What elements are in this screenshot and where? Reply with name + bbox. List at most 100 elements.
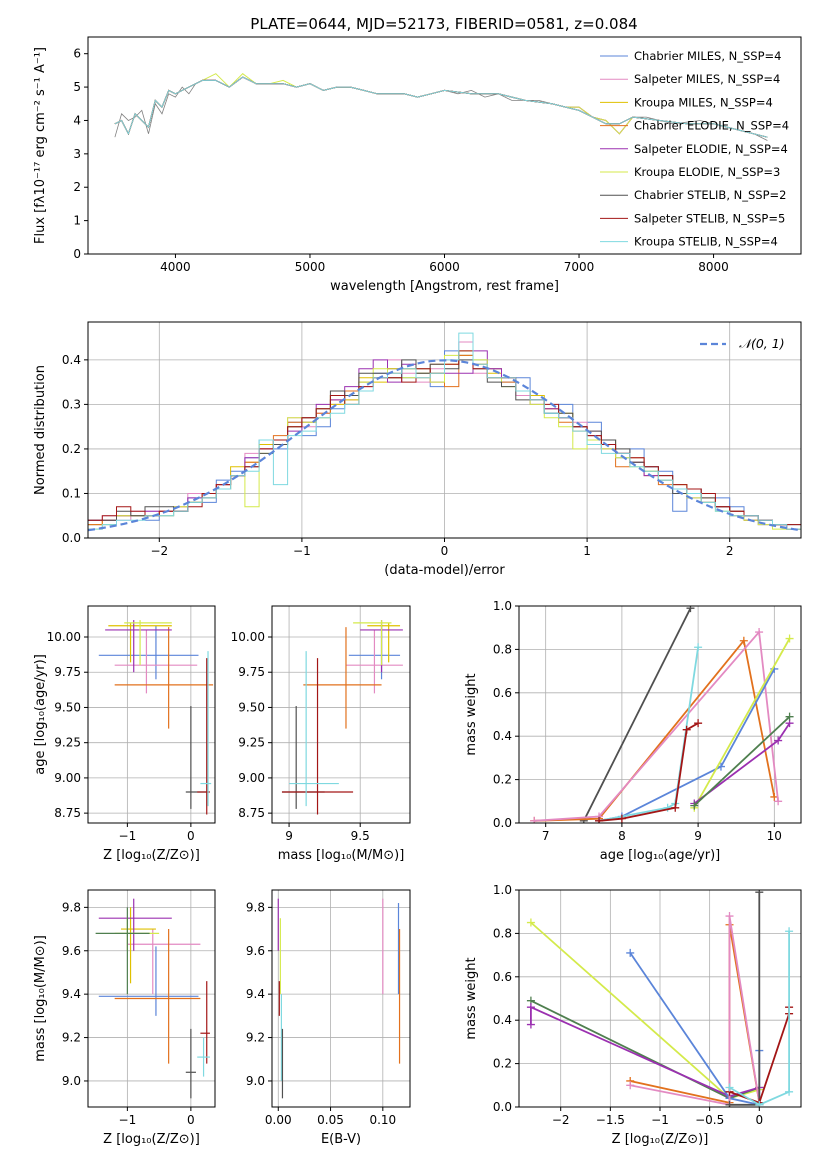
x-tick-label: 0: [755, 1113, 763, 1127]
y-tick-label: 8.75: [54, 806, 81, 820]
plot-area: [95, 898, 210, 1099]
plus-marker: [530, 816, 539, 823]
model-line: [114, 76, 768, 138]
axes-frame: [87, 605, 216, 824]
y-tick-label: 3: [73, 147, 81, 161]
plot-area: [526, 890, 794, 1107]
weight-series: [626, 920, 764, 1107]
x-tick-label: −2: [150, 544, 168, 558]
plot-area: [88, 332, 801, 532]
axes-frame: [271, 889, 411, 1108]
plus-marker: [595, 816, 604, 823]
mass-vs-metallicity-panel: −1 0 9.0 9.2 9.4 9.6 9.8 Z [log₁₀(Z/Z⊙)] mass [l…: [33, 889, 216, 1147]
legend-entry: Kroupa MILES, N_SSP=4: [634, 95, 773, 109]
legend-entry: Kroupa ELODIE, N_SSP=3: [634, 165, 780, 179]
plus-marker: [739, 636, 748, 645]
x-axis-label: mass [log₁₀(M/M⊙)]: [278, 848, 405, 863]
tick-labels: −1 0 9.0 9.2 9.4 9.6 9.8: [62, 900, 195, 1127]
plot-area: [98, 620, 214, 815]
grid-lines: [88, 606, 215, 823]
plus-marker: [755, 890, 764, 897]
y-tick-label: 9.50: [54, 700, 81, 714]
x-tick-label: −2: [552, 1113, 570, 1127]
errorbar: [367, 622, 401, 663]
y-tick-label: 9.0: [62, 1074, 81, 1088]
plot-area: [114, 73, 768, 141]
x-tick-label: −1: [119, 1113, 137, 1127]
tick-labels: 4000 5000 6000 7000 8000 0 1 2 3 4 5 6: [73, 47, 728, 274]
tick-labels: 0.00 0.05 0.10 9.0 9.2 9.4 9.6 9.8: [246, 900, 396, 1127]
legend-entry: Kroupa STELIB, N_SSP=4: [634, 235, 778, 249]
errorbar: [281, 706, 325, 809]
errorbar: [281, 658, 354, 815]
weight-line: [530, 921, 760, 1100]
y-tick-label: 0.1: [62, 486, 81, 500]
x-tick-label: 4000: [160, 260, 191, 274]
axes-frame: [271, 605, 411, 824]
x-axis-label: (data-model)/error: [384, 563, 505, 578]
y-tick-label: 0.0: [62, 531, 81, 545]
y-tick-label: 0.4: [493, 729, 512, 743]
x-tick-label: 7: [542, 829, 550, 843]
y-axis-label: mass weight: [464, 957, 479, 1039]
weight-series: [526, 918, 764, 1103]
legend: Chabrier MILES, N_SSP=4 Salpeter MILES, N…: [600, 49, 789, 249]
plus-marker: [626, 948, 635, 957]
grid-lines: [272, 606, 410, 823]
x-tick-label: 2: [726, 544, 734, 558]
mass-vs-extinction-panel: 0.00 0.05 0.10 9.0 9.2 9.4 9.6 9.8 E(B-V): [246, 889, 411, 1147]
tick-labels: −2 −1.5 −1 −0.5 0 0.0 0.2 0.4 0.6 0.8 1.0: [493, 883, 763, 1127]
axes-frame: [87, 36, 802, 255]
x-tick-label: 8: [618, 829, 626, 843]
plot-area: [281, 620, 403, 815]
legend-entry: Salpeter ELODIE, N_SSP=4: [634, 142, 788, 156]
plus-marker: [617, 814, 626, 823]
plus-marker: [774, 736, 783, 745]
figure-title: PLATE=0644, MJD=52173, FIBERID=0581, z=0…: [250, 15, 637, 33]
legend-entry: Chabrier STELIB, N_SSP=2: [634, 188, 786, 202]
y-tick-label: 0.6: [493, 970, 512, 984]
axes-frame: [87, 889, 216, 1108]
plus-marker: [785, 1087, 794, 1096]
y-tick-label: 0.6: [493, 686, 512, 700]
errorbar: [114, 627, 214, 729]
x-axis-label: wavelength [Angstrom, rest frame]: [330, 279, 559, 294]
y-tick-label: 9.00: [238, 771, 265, 785]
plus-marker: [755, 628, 764, 637]
legend-entry: 𝒩(0, 1): [739, 336, 785, 351]
tick-labels: −1 0 8.75 9.00 9.25 9.50 9.75 10.00: [47, 630, 195, 843]
errorbar: [185, 706, 207, 809]
weight-line: [693, 716, 791, 807]
y-tick-label: 9.4: [62, 987, 81, 1001]
x-tick-label: 8000: [698, 260, 729, 274]
y-tick-label: 9.8: [246, 900, 265, 914]
age-vs-mass-panel: 9 9.5 8.75 9.00 9.25 9.50 9.75 10.00 mass [log₁₀…: [231, 605, 411, 863]
errorbar: [98, 625, 199, 680]
y-tick-label: 6: [73, 47, 81, 61]
plus-marker: [755, 1100, 764, 1107]
x-tick-label: 5000: [295, 260, 326, 274]
plot-area: [277, 898, 401, 1099]
weight-line: [630, 924, 761, 1104]
weight-line: [598, 722, 699, 822]
y-tick-label: 1: [73, 214, 81, 228]
errorbar: [124, 620, 172, 666]
x-tick-label: −0.5: [695, 1113, 724, 1127]
y-axis-label: mass weight: [464, 673, 479, 755]
weight-line: [729, 931, 790, 1106]
y-axis-label: Normed distribution: [33, 365, 48, 495]
weight-line: [693, 638, 791, 809]
legend-entry: Salpeter MILES, N_SSP=4: [634, 72, 780, 86]
x-tick-label: 0: [187, 829, 195, 843]
histogram-step: [88, 332, 801, 530]
errorbar: [95, 907, 150, 995]
tick-labels: 9 9.5 8.75 9.00 9.25 9.50 9.75 10.00: [231, 630, 370, 843]
plus-marker: [690, 801, 699, 810]
weight-series: [526, 996, 764, 1103]
x-tick-label: 0.10: [369, 1113, 396, 1127]
age-vs-metallicity-panel: −1 0 8.75 9.00 9.25 9.50 9.75 10.00 Z [log₁₀(Z/Z…: [33, 605, 216, 863]
x-axis-label: age [log₁₀(age/yr)]: [600, 848, 721, 863]
legend-entry: Chabrier MILES, N_SSP=4: [634, 49, 781, 63]
errorbar: [353, 620, 392, 666]
weight-line: [534, 638, 776, 822]
